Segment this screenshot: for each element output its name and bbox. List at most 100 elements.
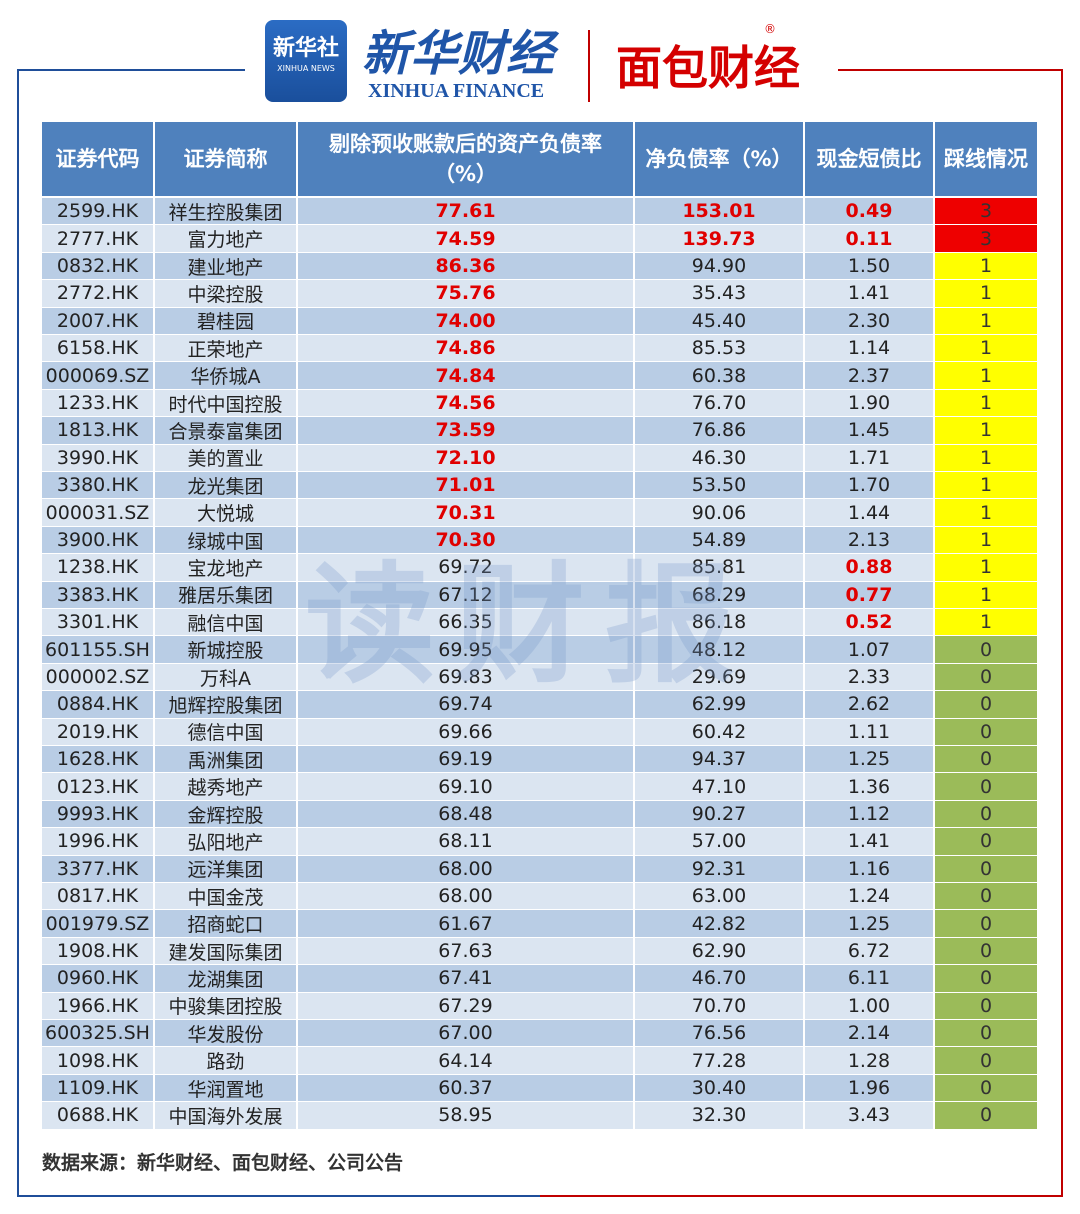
cash-ratio: 1.96 <box>805 1074 935 1103</box>
red-line-count: 1 <box>935 335 1037 363</box>
net-debt-ratio: 60.42 <box>635 718 805 746</box>
stock-name: 正荣地产 <box>155 335 298 363</box>
red-line-count: 0 <box>935 855 1037 883</box>
stock-name: 富力地产 <box>155 225 298 253</box>
debt-ratio: 72.10 <box>298 444 635 472</box>
stock-code: 1966.HK <box>42 992 155 1020</box>
debt-ratio: 60.37 <box>298 1074 635 1103</box>
stock-name: 龙湖集团 <box>155 965 298 993</box>
stock-code: 1628.HK <box>42 746 155 774</box>
stock-name: 宝龙地产 <box>155 554 298 582</box>
net-debt-ratio: 57.00 <box>635 828 805 856</box>
red-line-count: 1 <box>935 581 1037 609</box>
net-debt-ratio: 47.10 <box>635 773 805 801</box>
stock-code: 6158.HK <box>42 335 155 363</box>
net-debt-ratio: 94.37 <box>635 746 805 774</box>
cash-ratio: 1.50 <box>805 252 935 281</box>
cash-ratio: 1.00 <box>805 992 935 1020</box>
frame-top-right <box>838 69 1063 71</box>
net-debt-ratio: 68.29 <box>635 581 805 609</box>
stock-code: 2599.HK <box>42 198 155 226</box>
debt-ratio: 74.56 <box>298 389 635 418</box>
cash-ratio: 1.44 <box>805 499 935 527</box>
debt-ratio: 67.29 <box>298 992 635 1020</box>
red-line-count: 0 <box>935 718 1037 746</box>
net-debt-ratio: 48.12 <box>635 636 805 664</box>
net-debt-ratio: 32.30 <box>635 1102 805 1130</box>
net-debt-ratio: 77.28 <box>635 1047 805 1075</box>
debt-ratio: 67.00 <box>298 1020 635 1048</box>
net-debt-ratio: 62.90 <box>635 937 805 966</box>
stock-name: 龙光集团 <box>155 472 298 500</box>
cash-ratio: 6.11 <box>805 965 935 993</box>
net-debt-ratio: 54.89 <box>635 526 805 555</box>
net-debt-ratio: 70.70 <box>635 992 805 1020</box>
red-line-count: 0 <box>935 828 1037 856</box>
brand-en: XINHUA FINANCE <box>368 80 545 102</box>
net-debt-ratio: 46.30 <box>635 444 805 472</box>
stock-code: 0960.HK <box>42 965 155 993</box>
debt-ratio: 75.76 <box>298 280 635 308</box>
cash-ratio: 0.11 <box>805 225 935 253</box>
red-line-count: 1 <box>935 526 1037 555</box>
red-line-count: 0 <box>935 1102 1037 1130</box>
red-line-count: 0 <box>935 800 1037 829</box>
stock-code: 000031.SZ <box>42 499 155 527</box>
stock-name: 中国金茂 <box>155 883 298 911</box>
net-debt-ratio: 42.82 <box>635 910 805 938</box>
debt-ratio: 68.00 <box>298 883 635 911</box>
cash-ratio: 1.41 <box>805 280 935 308</box>
red-line-count: 0 <box>935 1074 1037 1103</box>
stock-code: 1813.HK <box>42 417 155 445</box>
stock-code: 1996.HK <box>42 828 155 856</box>
stock-code: 001979.SZ <box>42 910 155 938</box>
logo-cn: 新华社 <box>272 35 339 61</box>
cash-ratio: 1.12 <box>805 800 935 829</box>
frame-right <box>1061 69 1063 1197</box>
stock-name: 中梁控股 <box>155 280 298 308</box>
stock-name: 合景泰富集团 <box>155 417 298 445</box>
debt-ratio: 69.83 <box>298 663 635 692</box>
debt-ratio: 77.61 <box>298 198 635 226</box>
stock-name: 金辉控股 <box>155 800 298 829</box>
footer-source: 数据来源：新华财经、面包财经、公司公告 <box>42 1152 404 1174</box>
cash-ratio: 1.45 <box>805 417 935 445</box>
red-line-count: 1 <box>935 472 1037 500</box>
logo-en: XINHUA NEWS <box>277 64 335 73</box>
red-line-count: 0 <box>935 910 1037 938</box>
cash-ratio: 1.25 <box>805 746 935 774</box>
debt-ratio: 67.41 <box>298 965 635 993</box>
stock-code: 2777.HK <box>42 225 155 253</box>
cash-ratio: 2.30 <box>805 307 935 335</box>
stock-name: 美的置业 <box>155 444 298 472</box>
stock-name: 华发股份 <box>155 1020 298 1048</box>
stock-code: 1109.HK <box>42 1074 155 1103</box>
column-header: 净负债率（%） <box>635 122 805 196</box>
debt-ratio: 69.10 <box>298 773 635 801</box>
stock-name: 禹洲集团 <box>155 746 298 774</box>
red-line-count: 1 <box>935 499 1037 527</box>
cash-ratio: 1.24 <box>805 883 935 911</box>
column-header: 踩线情况 <box>935 122 1037 196</box>
red-line-count: 0 <box>935 773 1037 801</box>
debt-ratio: 66.35 <box>298 609 635 637</box>
frame-bottom-right <box>540 1195 1063 1197</box>
stock-code: 0817.HK <box>42 883 155 911</box>
net-debt-ratio: 153.01 <box>635 198 805 226</box>
net-debt-ratio: 35.43 <box>635 280 805 308</box>
debt-ratio: 70.31 <box>298 499 635 527</box>
brand-cn: 新华财经 <box>362 26 555 82</box>
registered-mark: ® <box>764 22 776 36</box>
debt-ratio: 71.01 <box>298 472 635 500</box>
stock-code: 600325.SH <box>42 1020 155 1048</box>
stock-name: 时代中国控股 <box>155 389 298 418</box>
cash-ratio: 2.37 <box>805 362 935 390</box>
stock-name: 中骏集团控股 <box>155 992 298 1020</box>
red-line-count: 1 <box>935 252 1037 281</box>
stock-code: 2772.HK <box>42 280 155 308</box>
cash-ratio: 1.25 <box>805 910 935 938</box>
red-line-count: 1 <box>935 362 1037 390</box>
cash-ratio: 1.90 <box>805 389 935 418</box>
